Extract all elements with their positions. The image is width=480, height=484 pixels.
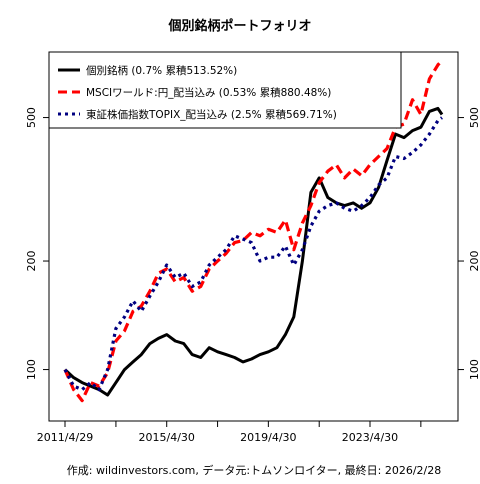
legend-label-2: MSCIワールド:円_配当込み (0.53% 累積880.48%): [86, 86, 331, 99]
series-line-1: [63, 106, 444, 397]
y-tick-label-right: 100: [468, 359, 480, 380]
x-tick-label: 2015/4/30: [139, 431, 195, 444]
x-tick-label: 2011/4/29: [37, 431, 93, 444]
legend: 個別銘柄 (0.7% 累積513.52%) MSCIワールド:円_配当込み (0.…: [48, 51, 402, 129]
y-tick-label-right: 200: [468, 251, 480, 272]
chart-title: 個別銘柄ポートフォリオ: [167, 18, 311, 34]
series-line-2: [63, 59, 444, 403]
y-tick-label-left: 500: [25, 107, 38, 128]
x-tick-label: 2019/4/30: [240, 431, 296, 444]
y-tick-label-left: 200: [25, 251, 38, 272]
y-tick-label-right: 500: [468, 107, 480, 128]
x-tick-label: 2023/4/30: [342, 431, 398, 444]
legend-label-1: 個別銘柄 (0.7% 累積513.52%): [86, 64, 237, 77]
plot-series-group: [63, 59, 444, 403]
legend-box: [48, 51, 402, 129]
chart-footer: 作成: wildinvestors.com, データ元:トムソンロイター, 最終…: [67, 463, 441, 477]
y-tick-label-left: 100: [25, 359, 38, 380]
axes-group: 2011/4/29 2015/4/30 2019/4/30 2023/4/30 100 1…: [25, 107, 480, 444]
legend-label-3: 東証株価指数TOPIX_配当込み (2.5% 累積569.71%): [86, 108, 337, 121]
